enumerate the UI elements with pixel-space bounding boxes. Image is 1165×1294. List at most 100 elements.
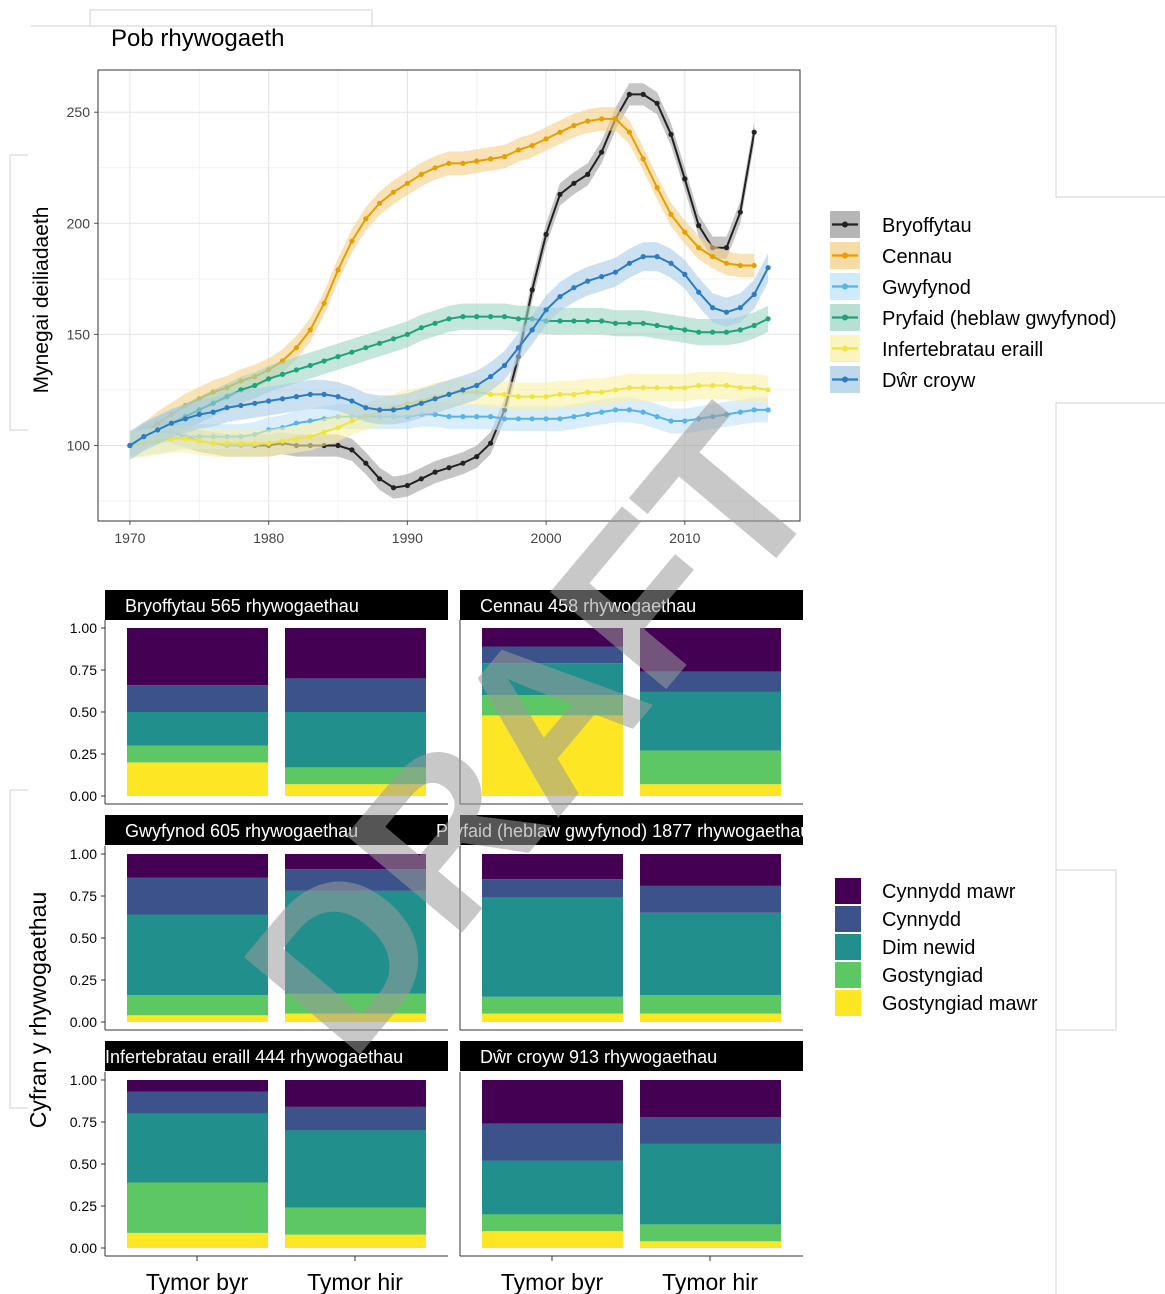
series-point [474, 454, 480, 460]
series-point [224, 405, 230, 411]
series-point [390, 189, 397, 195]
series-point [349, 418, 355, 424]
series-point [224, 440, 230, 446]
bar-segment [285, 767, 426, 785]
series-point [363, 345, 369, 351]
bar-segment [640, 854, 781, 886]
series-point [363, 405, 369, 411]
bar-segment [482, 628, 623, 647]
facet-y-tick-label: 0.50 [70, 930, 97, 946]
series-point [488, 440, 494, 446]
series-band [129, 397, 769, 458]
facet-panel: Dŵr croyw 913 rhywogaethau [459, 1041, 803, 1257]
series-point [418, 325, 424, 331]
legend-swatch [835, 934, 861, 960]
series-point [238, 402, 244, 409]
series-point [765, 387, 771, 393]
bar-segment [127, 1113, 268, 1183]
series-point [474, 158, 480, 164]
bar-segment [482, 854, 623, 880]
bar-segment [127, 1091, 268, 1114]
facet-y-tick-label: 1.00 [70, 1072, 97, 1088]
series-point [488, 156, 494, 162]
series-point [626, 129, 633, 135]
series-point [571, 285, 577, 291]
series-point [390, 407, 397, 413]
frame-lines [9, 9, 1165, 1294]
bar-segment [482, 646, 623, 664]
series-point [696, 416, 702, 422]
series-point [599, 116, 605, 122]
series-point [446, 316, 452, 322]
facet-header [460, 1041, 803, 1071]
legend-label: Cennau [882, 246, 952, 268]
facet-panel: Pryfaid (heblaw gwyfynod) 1877 rhywogaet… [436, 815, 810, 1031]
series-point [654, 100, 660, 106]
series-point [488, 374, 494, 380]
series-point [557, 318, 563, 324]
bar-segment [482, 715, 623, 796]
series-point [599, 274, 605, 280]
line-chart-panel: 1970 1980 1990 2000 2010 100 150 200 250 [67, 69, 801, 546]
series-point [612, 116, 619, 122]
x-category-label: Tymor hir [307, 1269, 403, 1294]
series-point [501, 391, 508, 397]
facet-title: Bryoffytau 565 rhywogaethau [125, 596, 359, 616]
series-point [557, 129, 563, 135]
facet-y-tick-label: 0.00 [70, 788, 97, 804]
bar-segment [285, 628, 426, 679]
series-point [640, 385, 646, 391]
series-point [723, 309, 730, 315]
series-point [710, 382, 716, 389]
bar-segment [127, 1182, 268, 1233]
series-point [529, 327, 535, 333]
line-chart-title: Pob rhywogaeth [111, 25, 284, 52]
series-band [129, 107, 755, 458]
series-point [668, 260, 674, 266]
series-point [529, 142, 535, 149]
legend-label: Bryoffytau [882, 215, 972, 237]
series-point [529, 287, 535, 293]
series-point [363, 460, 369, 466]
series-point [279, 371, 286, 377]
series-band [129, 242, 769, 460]
series-point [460, 387, 466, 393]
series-point [751, 385, 757, 391]
series-point [751, 291, 757, 297]
series-band [129, 371, 769, 460]
legend-key-point [842, 221, 848, 228]
bar-segment [285, 1106, 426, 1131]
series-point [210, 409, 216, 415]
series-point [626, 385, 633, 391]
series-point [599, 318, 605, 324]
bar-segment [482, 695, 623, 716]
bar-segment [127, 1232, 268, 1248]
series-point [488, 391, 494, 397]
line-chart-y-axis-label: Mynegai deiliadaeth [30, 207, 53, 394]
series-point [515, 316, 522, 322]
series-point [640, 254, 646, 260]
facet-panel: Cennau 458 rhywogaethau [459, 590, 803, 805]
legend-label: Gostyngiad [882, 965, 983, 987]
bar-segment [482, 996, 623, 1014]
series-point [404, 482, 410, 489]
series-point [474, 314, 480, 320]
series-point [307, 418, 313, 424]
bar-segment [285, 854, 426, 870]
series-point [654, 185, 660, 191]
series-point [682, 418, 688, 424]
series-point [626, 320, 633, 326]
legend-label: Dŵr croyw [882, 370, 976, 392]
series-point [377, 476, 383, 482]
series-point [293, 420, 299, 426]
series-point [155, 427, 161, 433]
facet-header [105, 1041, 448, 1071]
series-point [307, 362, 313, 369]
series-point [599, 389, 605, 395]
facet-header [105, 590, 448, 620]
series-point [612, 407, 619, 413]
series-point [515, 345, 522, 351]
series-point [737, 327, 743, 333]
series-point [612, 320, 619, 326]
line-chart-legend: Bryoffytau Cennau Gwyfynod Pryfaid (heblaw … [830, 211, 1117, 393]
